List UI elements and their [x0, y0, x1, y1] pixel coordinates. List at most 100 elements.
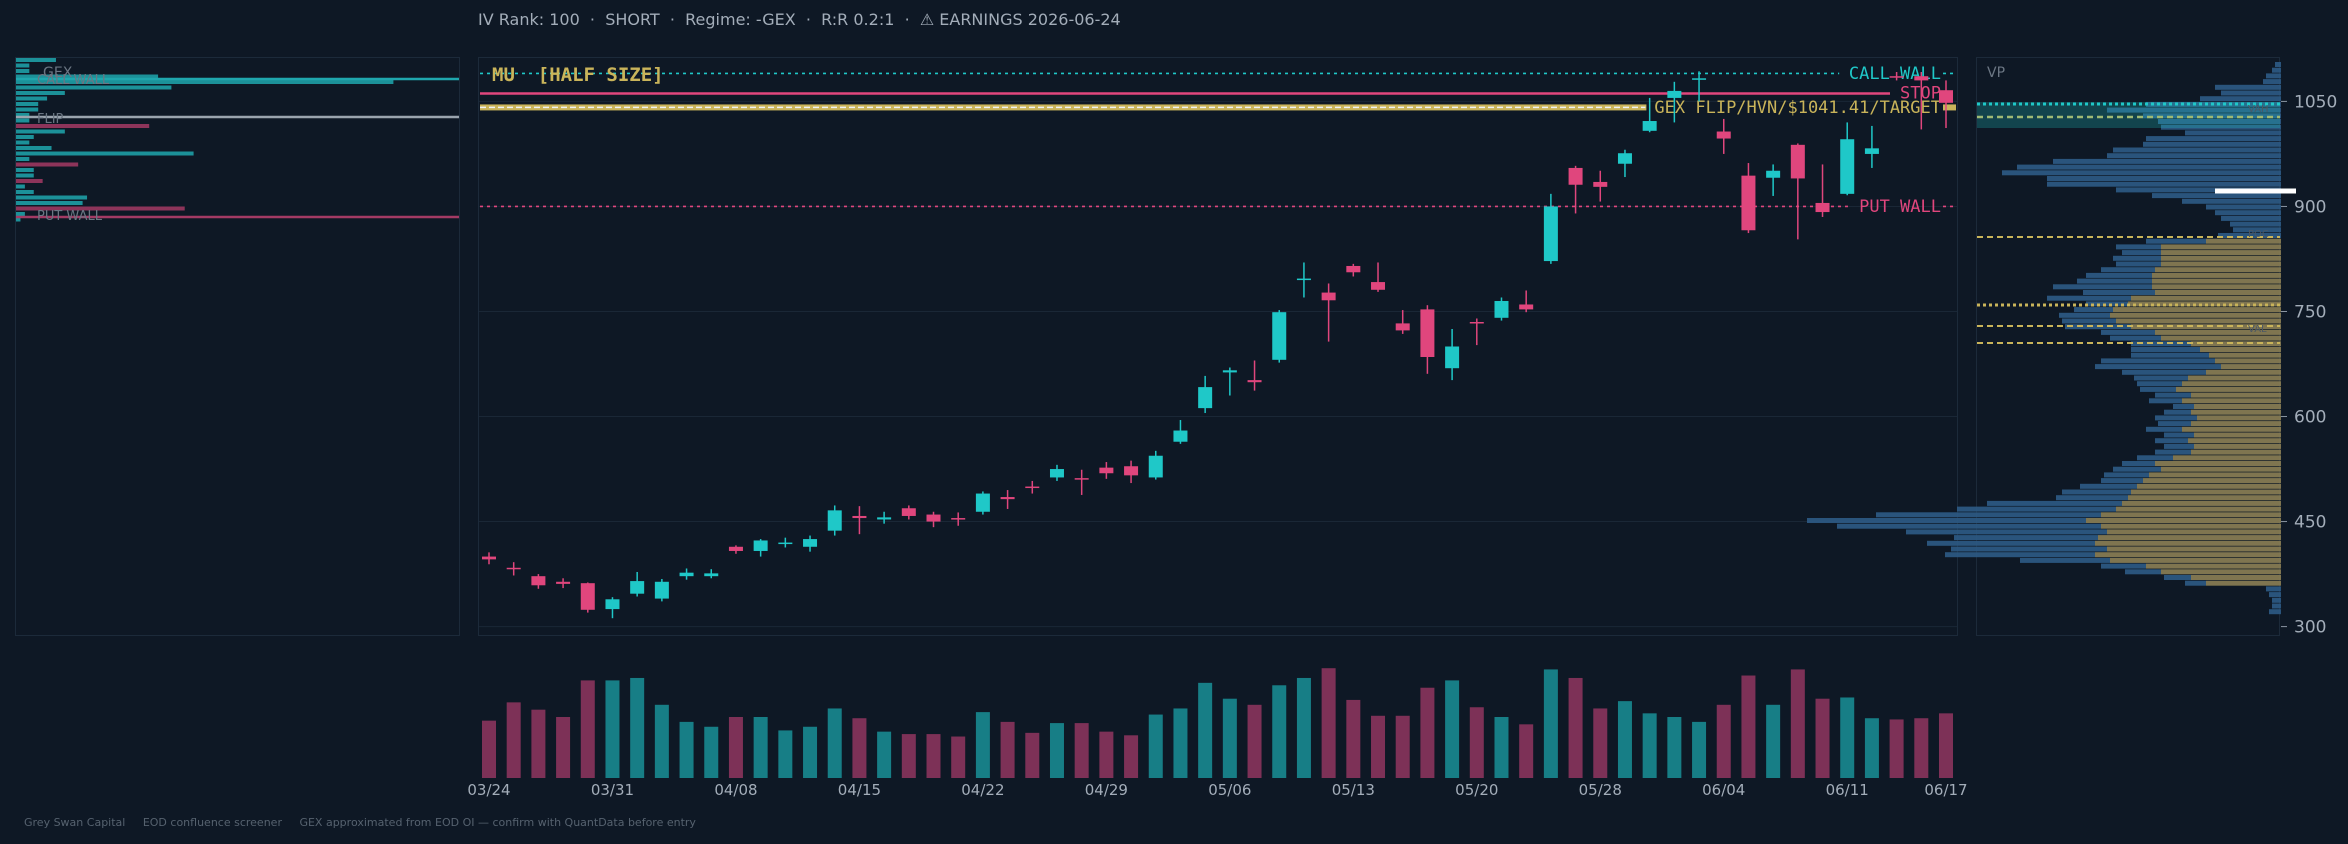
- footer-note: GEX approximated from EOD OI — confirm w…: [299, 816, 696, 829]
- vp-bar-gold: [2110, 312, 2281, 318]
- gex-bar: [16, 162, 79, 167]
- candle-body: [1198, 387, 1213, 409]
- vp-bar-blue: [2080, 483, 2137, 489]
- vp-bar-blue: [2104, 472, 2149, 478]
- vp-bar-blue: [2158, 421, 2191, 427]
- volume-bar: [1272, 685, 1287, 778]
- candle-body: [728, 546, 743, 551]
- gex-bar: [16, 135, 34, 139]
- vp-bar-blue: [2047, 295, 2131, 301]
- volume-bar: [901, 734, 916, 778]
- vp-bar-blue: [2164, 409, 2191, 415]
- volume-bar: [1667, 717, 1682, 778]
- vp-bar-gold: [2128, 301, 2281, 307]
- gex-bar: [16, 118, 30, 123]
- candle-body: [482, 556, 496, 560]
- volume-bar: [1914, 718, 1929, 778]
- volume-bar: [580, 680, 595, 778]
- vp-bar-gold: [2152, 272, 2281, 278]
- volume-bar: [1173, 708, 1188, 778]
- vp-bar-blue: [1951, 546, 2107, 552]
- volume-bar: [1766, 704, 1781, 778]
- volume-bar: [1395, 715, 1410, 778]
- vp-bar-blue: [2101, 267, 2155, 273]
- vp-bar-gold: [2152, 278, 2281, 284]
- candle-body: [1074, 478, 1089, 480]
- candle-body: [926, 514, 941, 522]
- vp-bar-blue: [2200, 96, 2281, 102]
- vp-bar-blue: [2116, 244, 2161, 250]
- vp-bar-gold: [2200, 347, 2281, 352]
- candle-body: [975, 493, 990, 512]
- volume-bar: [753, 717, 768, 778]
- vp-bar-gold: [2194, 432, 2281, 438]
- candle-body: [1889, 76, 1904, 78]
- volume-bar: [1815, 698, 1830, 778]
- gex-bar: [16, 184, 25, 189]
- gex-panel: [15, 57, 460, 636]
- volume-bar: [1049, 723, 1064, 778]
- vp-bar-gold: [2188, 375, 2281, 381]
- vp-bar-blue: [2113, 147, 2281, 153]
- volume-bar: [1346, 699, 1361, 778]
- candle-body: [1000, 497, 1015, 500]
- x-tick-label: 04/29: [1085, 781, 1128, 799]
- vp-bar-blue: [2215, 84, 2281, 90]
- vp-bar-blue: [1957, 506, 2116, 512]
- vp-bar-blue: [2158, 119, 2281, 124]
- vp-bar-gold: [2161, 261, 2281, 267]
- vp-bar-blue: [2134, 375, 2188, 381]
- volume-bar: [877, 731, 892, 778]
- volume-bar: [1617, 701, 1632, 778]
- vp-bar-blue: [2017, 164, 2281, 170]
- gex-bar: [16, 74, 159, 79]
- volume-bar: [951, 736, 966, 778]
- vp-bar-gold: [2155, 329, 2281, 335]
- gex-bar: [16, 91, 65, 95]
- vp-bar-gold: [2161, 335, 2281, 341]
- vp-bar-gold: [2173, 455, 2281, 461]
- vp-bar-gold: [2191, 409, 2281, 415]
- vp-bar-blue: [2137, 381, 2182, 387]
- vp-bar-blue: [2125, 569, 2161, 575]
- vp-bar-blue: [2062, 489, 2131, 495]
- candle-body: [1395, 323, 1410, 331]
- candle-body: [1766, 170, 1781, 178]
- vp-bar-gold: [2149, 472, 2281, 478]
- candle-body: [1222, 370, 1237, 373]
- gex-bar: [16, 212, 25, 216]
- volume-bar: [1321, 668, 1336, 778]
- vp-bar-blue: [2056, 495, 2128, 501]
- gex-bar: [16, 113, 30, 117]
- candle-body: [1247, 380, 1262, 383]
- candle-body: [1049, 469, 1064, 478]
- volume-bar: [1148, 714, 1163, 778]
- x-tick-label: 05/20: [1455, 781, 1498, 799]
- vp-bar-blue: [2266, 586, 2281, 592]
- gex-bar: [16, 217, 21, 222]
- vp-bar-gold: [2215, 358, 2281, 364]
- gex-bar: [16, 151, 194, 156]
- volume-bar: [1124, 735, 1139, 778]
- vp-bar-blue: [2101, 358, 2215, 364]
- volume-bar: [1074, 723, 1089, 778]
- vp-bar-gold: [2182, 398, 2281, 404]
- x-tick-label: 06/04: [1702, 781, 1745, 799]
- y-tick-label: 1050: [2294, 92, 2337, 112]
- gex-bar: [16, 140, 30, 145]
- vp-bar-blue: [2164, 443, 2194, 449]
- vp-bar-gold: [2176, 386, 2281, 392]
- candle-body: [1346, 265, 1361, 273]
- volume-bar: [556, 717, 571, 778]
- vp-bar-blue: [2047, 181, 2281, 187]
- vp-bar-blue: [2164, 432, 2194, 438]
- volume-bar: [1198, 682, 1213, 778]
- vp-bar-gold: [2191, 392, 2281, 398]
- volume-bar: [1716, 704, 1731, 778]
- volume-bar: [1939, 713, 1953, 778]
- volume-bar: [803, 726, 818, 778]
- vp-bar-blue: [2275, 62, 2281, 67]
- candle-body: [951, 518, 966, 520]
- vp-bar-gold: [2128, 495, 2281, 501]
- gex-bar: [16, 69, 30, 73]
